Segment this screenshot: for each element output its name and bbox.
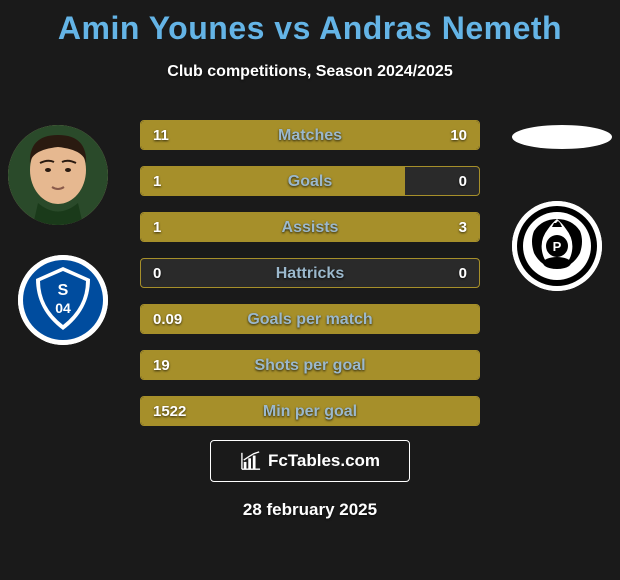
stat-label: Goals per match [141, 305, 479, 334]
right-club-badge: P [512, 201, 602, 291]
player-face-icon [8, 125, 108, 225]
stat-row: 19Shots per goal [140, 350, 480, 380]
stat-label: Shots per goal [141, 351, 479, 380]
stat-row: 13Assists [140, 212, 480, 242]
left-player-avatar [8, 125, 108, 225]
right-player-avatar [512, 125, 612, 149]
stat-row: 10Goals [140, 166, 480, 196]
left-club-badge: S 04 [18, 255, 108, 345]
footer-brand: FcTables.com [210, 440, 410, 482]
chart-icon [240, 451, 262, 471]
stat-label: Hattricks [141, 259, 479, 288]
left-player-column: S 04 [8, 125, 108, 345]
stats-comparison: 1110Matches 10Goals 13Assists 00Hattricks 0.… [140, 120, 480, 442]
schalke-badge-icon: S 04 [18, 255, 108, 345]
stat-label: Assists [141, 213, 479, 242]
svg-text:S: S [58, 282, 69, 299]
footer-date: 28 february 2025 [0, 500, 620, 520]
stat-row: 00Hattricks [140, 258, 480, 288]
preussen-badge-icon: P [512, 201, 602, 291]
footer-brand-text: FcTables.com [268, 451, 380, 471]
svg-text:04: 04 [55, 300, 71, 316]
stat-label: Goals [141, 167, 479, 196]
page-subtitle: Club competitions, Season 2024/2025 [0, 63, 620, 81]
stat-row: 1522Min per goal [140, 396, 480, 426]
stat-label: Matches [141, 121, 479, 150]
right-player-column: P [512, 125, 612, 291]
stat-label: Min per goal [141, 397, 479, 426]
page-title: Amin Younes vs Andras Nemeth [0, 0, 620, 47]
stat-row: 0.09Goals per match [140, 304, 480, 334]
svg-text:P: P [553, 239, 562, 254]
stat-row: 1110Matches [140, 120, 480, 150]
